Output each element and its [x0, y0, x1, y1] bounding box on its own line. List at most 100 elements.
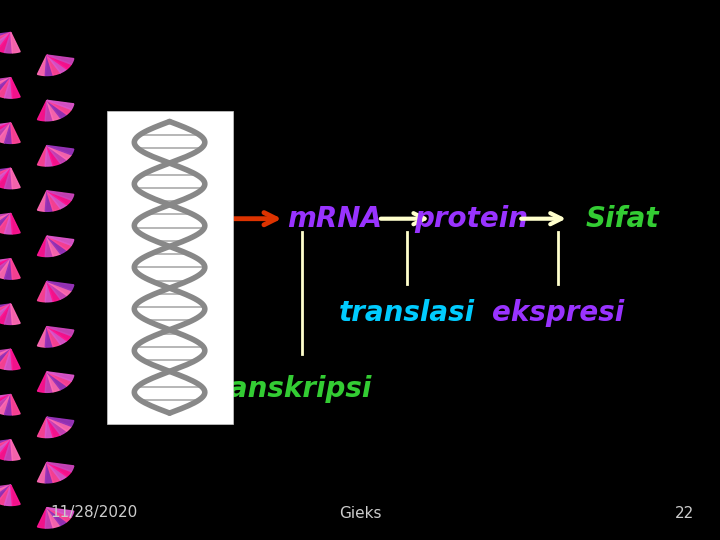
Polygon shape — [0, 349, 11, 363]
Polygon shape — [45, 327, 53, 347]
Polygon shape — [11, 78, 20, 98]
Polygon shape — [45, 281, 53, 302]
Polygon shape — [0, 349, 11, 359]
Polygon shape — [47, 281, 71, 295]
Polygon shape — [45, 55, 53, 76]
Polygon shape — [0, 485, 11, 494]
Polygon shape — [45, 417, 53, 437]
Polygon shape — [0, 123, 11, 141]
Polygon shape — [0, 394, 11, 414]
Polygon shape — [0, 440, 11, 460]
Polygon shape — [0, 123, 11, 137]
Polygon shape — [11, 440, 20, 460]
Polygon shape — [47, 508, 67, 525]
Polygon shape — [11, 32, 20, 53]
Polygon shape — [47, 462, 60, 482]
Polygon shape — [0, 123, 11, 143]
Polygon shape — [0, 485, 11, 505]
Polygon shape — [47, 372, 73, 381]
Polygon shape — [47, 372, 71, 386]
Polygon shape — [11, 304, 20, 325]
Polygon shape — [0, 259, 11, 279]
Polygon shape — [47, 417, 73, 426]
Polygon shape — [11, 213, 20, 234]
Polygon shape — [0, 394, 11, 412]
Polygon shape — [0, 304, 11, 322]
Polygon shape — [45, 191, 53, 211]
Polygon shape — [0, 440, 11, 457]
Polygon shape — [0, 123, 11, 132]
Polygon shape — [47, 100, 73, 110]
Polygon shape — [47, 146, 60, 165]
Polygon shape — [47, 508, 73, 517]
Polygon shape — [37, 100, 47, 121]
Polygon shape — [47, 236, 67, 254]
Polygon shape — [47, 372, 60, 392]
Polygon shape — [47, 236, 71, 250]
Text: Sifat: Sifat — [586, 205, 660, 233]
Polygon shape — [11, 168, 20, 188]
Polygon shape — [0, 168, 11, 186]
Polygon shape — [37, 462, 47, 483]
Polygon shape — [47, 55, 71, 69]
Polygon shape — [0, 78, 11, 92]
Polygon shape — [0, 349, 11, 369]
Text: protein: protein — [415, 205, 528, 233]
Polygon shape — [47, 327, 67, 345]
Polygon shape — [0, 168, 11, 183]
Polygon shape — [0, 394, 11, 409]
Polygon shape — [0, 168, 11, 188]
Polygon shape — [4, 304, 12, 325]
Polygon shape — [47, 236, 73, 245]
Text: 11/28/2020: 11/28/2020 — [50, 505, 138, 521]
Text: translasi: translasi — [338, 299, 475, 327]
Polygon shape — [4, 394, 12, 415]
Polygon shape — [47, 462, 73, 471]
Polygon shape — [0, 78, 11, 96]
Polygon shape — [45, 100, 53, 121]
Polygon shape — [47, 55, 60, 75]
Polygon shape — [47, 146, 71, 160]
Polygon shape — [0, 440, 11, 454]
Polygon shape — [47, 327, 60, 347]
Polygon shape — [4, 349, 12, 370]
Polygon shape — [0, 440, 11, 449]
Polygon shape — [0, 78, 11, 87]
Polygon shape — [47, 417, 67, 435]
Polygon shape — [4, 123, 12, 144]
Polygon shape — [45, 508, 53, 528]
Polygon shape — [47, 55, 67, 73]
Polygon shape — [45, 372, 53, 393]
Polygon shape — [45, 236, 53, 256]
Polygon shape — [47, 417, 60, 437]
Polygon shape — [37, 191, 47, 211]
Polygon shape — [4, 32, 12, 53]
Polygon shape — [0, 259, 11, 276]
Polygon shape — [0, 32, 11, 52]
Polygon shape — [47, 327, 73, 336]
Polygon shape — [47, 327, 71, 341]
Polygon shape — [47, 100, 71, 114]
Polygon shape — [47, 100, 60, 120]
Polygon shape — [11, 485, 20, 505]
Polygon shape — [45, 146, 53, 166]
Polygon shape — [11, 394, 20, 415]
Polygon shape — [4, 485, 12, 505]
Polygon shape — [4, 440, 12, 460]
Polygon shape — [37, 417, 47, 437]
Text: 22: 22 — [675, 505, 693, 521]
Polygon shape — [0, 485, 11, 499]
Polygon shape — [0, 213, 11, 222]
Text: transkripsi: transkripsi — [203, 375, 373, 403]
Polygon shape — [0, 349, 11, 367]
FancyBboxPatch shape — [107, 111, 233, 424]
Polygon shape — [47, 236, 60, 256]
Polygon shape — [0, 32, 11, 42]
Polygon shape — [37, 146, 47, 166]
Polygon shape — [47, 100, 67, 118]
Polygon shape — [37, 372, 47, 393]
Polygon shape — [4, 213, 12, 234]
Polygon shape — [0, 304, 11, 324]
Polygon shape — [47, 281, 73, 291]
Polygon shape — [0, 394, 11, 404]
